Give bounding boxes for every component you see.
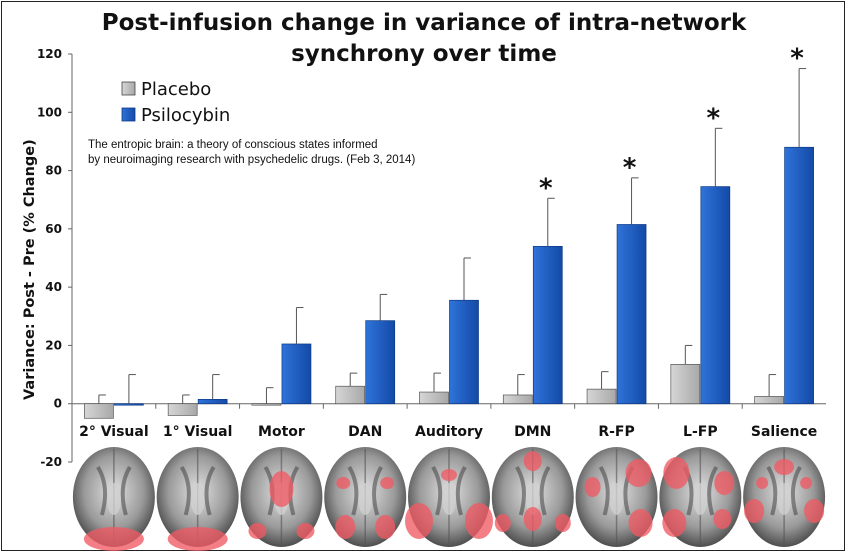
significance-star-salience: * [790, 44, 804, 74]
chart-title-line-1: Post-infusion change in variance of intr… [101, 10, 747, 36]
y-tick-label: 80 [45, 164, 62, 178]
x-tick-label-salience: Salience [751, 424, 817, 440]
bar-psilocybin-dmn [532, 245, 563, 405]
bar-placebo-r-fp [586, 388, 617, 405]
x-tick-label-dan: DAN [348, 424, 382, 440]
legend-label-psilocybin: Psilocybin [141, 105, 230, 126]
axes: -20 0 20 40 60 80 100 120 2° Visual 1° Visual Moto… [37, 47, 826, 469]
x-tick-label-r-fp: R-FP [598, 424, 634, 440]
brain-image-dan-icon [324, 447, 407, 547]
bar-psilocybin-2-visual [114, 403, 144, 406]
y-tick-label: 40 [45, 280, 62, 294]
bar-placebo-l-fp [670, 364, 701, 405]
bar-placebo-motor [251, 403, 282, 406]
x-tick-label-auditory: Auditory [415, 424, 483, 440]
bar-psilocybin-dan [365, 320, 396, 405]
y-tick-label: 0 [54, 397, 62, 411]
brain-image-salience-icon [743, 447, 826, 547]
x-tick-label-dmn: DMN [514, 424, 551, 440]
bar-placebo-2-visual [84, 403, 114, 419]
significance-star-r-fp: * [623, 153, 637, 183]
bar-placebo-dmn [502, 394, 533, 405]
source-note-line-2: by neuroimaging research with psychedeli… [88, 154, 416, 166]
bar-placebo-1-visual [167, 403, 198, 416]
y-tick-label: 20 [45, 338, 62, 352]
brain-image-dmn-icon [491, 447, 574, 547]
y-tick-label: -20 [40, 455, 62, 469]
source-note-line-1: The entropic brain: a theory of consciou… [88, 139, 378, 151]
bar-psilocybin-1-visual [197, 398, 228, 405]
chart-title: Post-infusion change in variance of intr… [0, 8, 848, 70]
y-tick-label: 60 [45, 222, 62, 236]
bar-placebo-auditory [419, 391, 449, 405]
bar-psilocybin-r-fp [616, 224, 647, 405]
significance-star-l-fp: * [707, 103, 721, 133]
brain-image-2-visual-icon [72, 447, 155, 551]
x-tick-label-1-visual: 1° Visual [163, 424, 233, 440]
bar-placebo-salience [754, 396, 784, 405]
brain-image-motor-icon [240, 447, 323, 547]
significance-star-dmn: * [539, 173, 553, 203]
source-note: The entropic brain: a theory of consciou… [88, 138, 415, 168]
x-tick-label-2-visual: 2° Visual [79, 424, 149, 440]
bars: * * * * [84, 44, 814, 419]
bar-placebo-dan [335, 385, 366, 405]
y-tick-label: 100 [37, 105, 62, 119]
y-tick-label: 120 [37, 47, 62, 61]
brain-image-l-fp-icon [659, 447, 742, 547]
brain-image-r-fp-icon [575, 447, 658, 547]
brain-image-1-visual-icon [156, 447, 239, 551]
legend-swatch-placebo [121, 81, 136, 96]
legend-swatch-psilocybin [121, 107, 136, 122]
bar-psilocybin-auditory [449, 299, 479, 405]
x-tick-label-motor: Motor [258, 424, 305, 440]
x-tick-label-l-fp: L-FP [683, 424, 718, 440]
bar-psilocybin-l-fp [700, 186, 731, 405]
legend: Placebo Psilocybin [121, 79, 230, 126]
brain-image-auditory-icon [405, 447, 493, 547]
chart-title-line-2: synchrony over time [291, 41, 557, 67]
bar-psilocybin-motor [281, 343, 312, 405]
bar-psilocybin-salience [784, 146, 814, 405]
brain-images [72, 447, 826, 551]
legend-label-placebo: Placebo [141, 79, 211, 100]
